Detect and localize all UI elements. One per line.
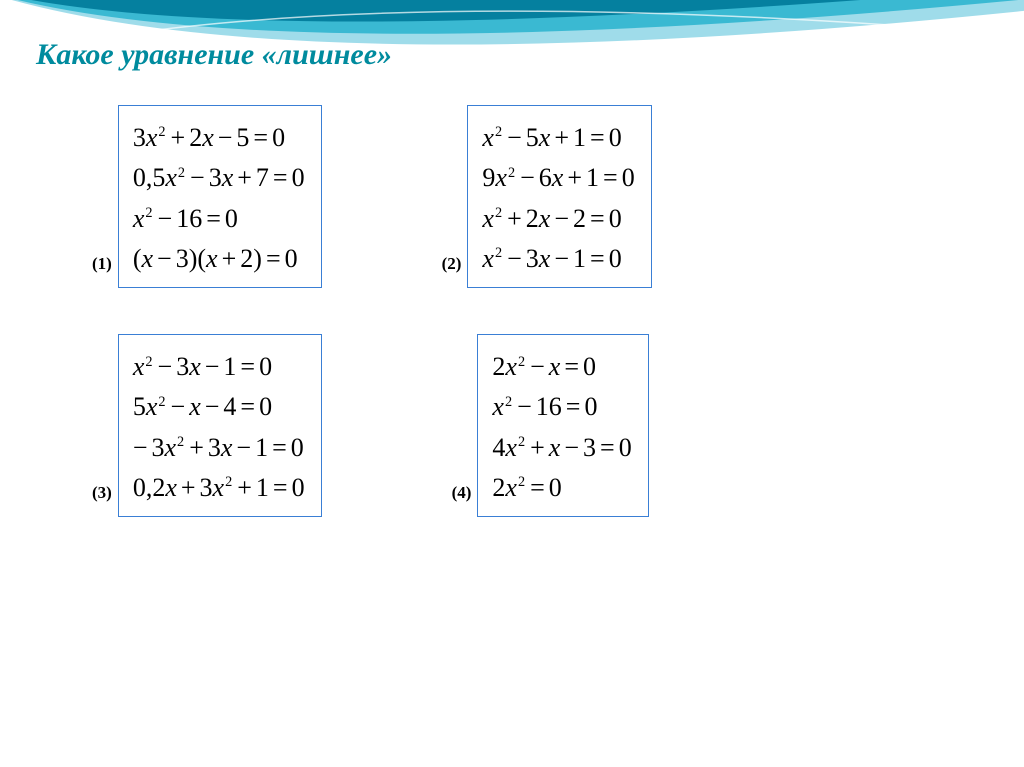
box-label-4: (4) — [452, 483, 472, 503]
eq-4-4: 2x2=0 — [492, 468, 631, 508]
cell-2: (2) x2−5x+1=0 9x2−6x+1=0 x2+2x−2=0 x2−3x… — [442, 105, 652, 288]
row-1: (1) 3x2+2x−5=0 0,5x2−3x+7=0 x2−16=0 (x−3… — [0, 105, 1024, 288]
eq-1-3: x2−16=0 — [133, 199, 305, 239]
content-area: (1) 3x2+2x−5=0 0,5x2−3x+7=0 x2−16=0 (x−3… — [0, 105, 1024, 517]
cell-1: (1) 3x2+2x−5=0 0,5x2−3x+7=0 x2−16=0 (x−3… — [92, 105, 322, 288]
box-label-1: (1) — [92, 254, 112, 274]
eq-1-1: 3x2+2x−5=0 — [133, 118, 305, 158]
eq-2-1: x2−5x+1=0 — [482, 118, 634, 158]
eq-2-4: x2−3x−1=0 — [482, 239, 634, 279]
cell-3: (3) x2−3x−1=0 5x2−x−4=0 −3x2+3x−1=0 0,2x… — [92, 334, 322, 517]
page-title: Какое уравнение «лишнее» — [36, 38, 392, 72]
eq-3-1: x2−3x−1=0 — [133, 347, 305, 387]
eq-3-4: 0,2x+3x2+1=0 — [133, 468, 305, 508]
cell-4: (4) 2x2−x=0 x2−16=0 4x2+x−3=0 2x2=0 — [452, 334, 649, 517]
equation-box-4: 2x2−x=0 x2−16=0 4x2+x−3=0 2x2=0 — [477, 334, 648, 517]
eq-2-3: x2+2x−2=0 — [482, 199, 634, 239]
row-2: (3) x2−3x−1=0 5x2−x−4=0 −3x2+3x−1=0 0,2x… — [0, 334, 1024, 517]
eq-3-2: 5x2−x−4=0 — [133, 387, 305, 427]
equation-box-3: x2−3x−1=0 5x2−x−4=0 −3x2+3x−1=0 0,2x+3x2… — [118, 334, 322, 517]
eq-1-2: 0,5x2−3x+7=0 — [133, 158, 305, 198]
eq-3-3: −3x2+3x−1=0 — [133, 428, 305, 468]
equation-box-1: 3x2+2x−5=0 0,5x2−3x+7=0 x2−16=0 (x−3)(x+… — [118, 105, 322, 288]
box-label-3: (3) — [92, 483, 112, 503]
equation-box-2: x2−5x+1=0 9x2−6x+1=0 x2+2x−2=0 x2−3x−1=0 — [467, 105, 651, 288]
box-label-2: (2) — [442, 254, 462, 274]
eq-4-2: x2−16=0 — [492, 387, 631, 427]
eq-4-1: 2x2−x=0 — [492, 347, 631, 387]
eq-1-4: (x−3)(x+2)=0 — [133, 239, 305, 279]
eq-2-2: 9x2−6x+1=0 — [482, 158, 634, 198]
eq-4-3: 4x2+x−3=0 — [492, 428, 631, 468]
